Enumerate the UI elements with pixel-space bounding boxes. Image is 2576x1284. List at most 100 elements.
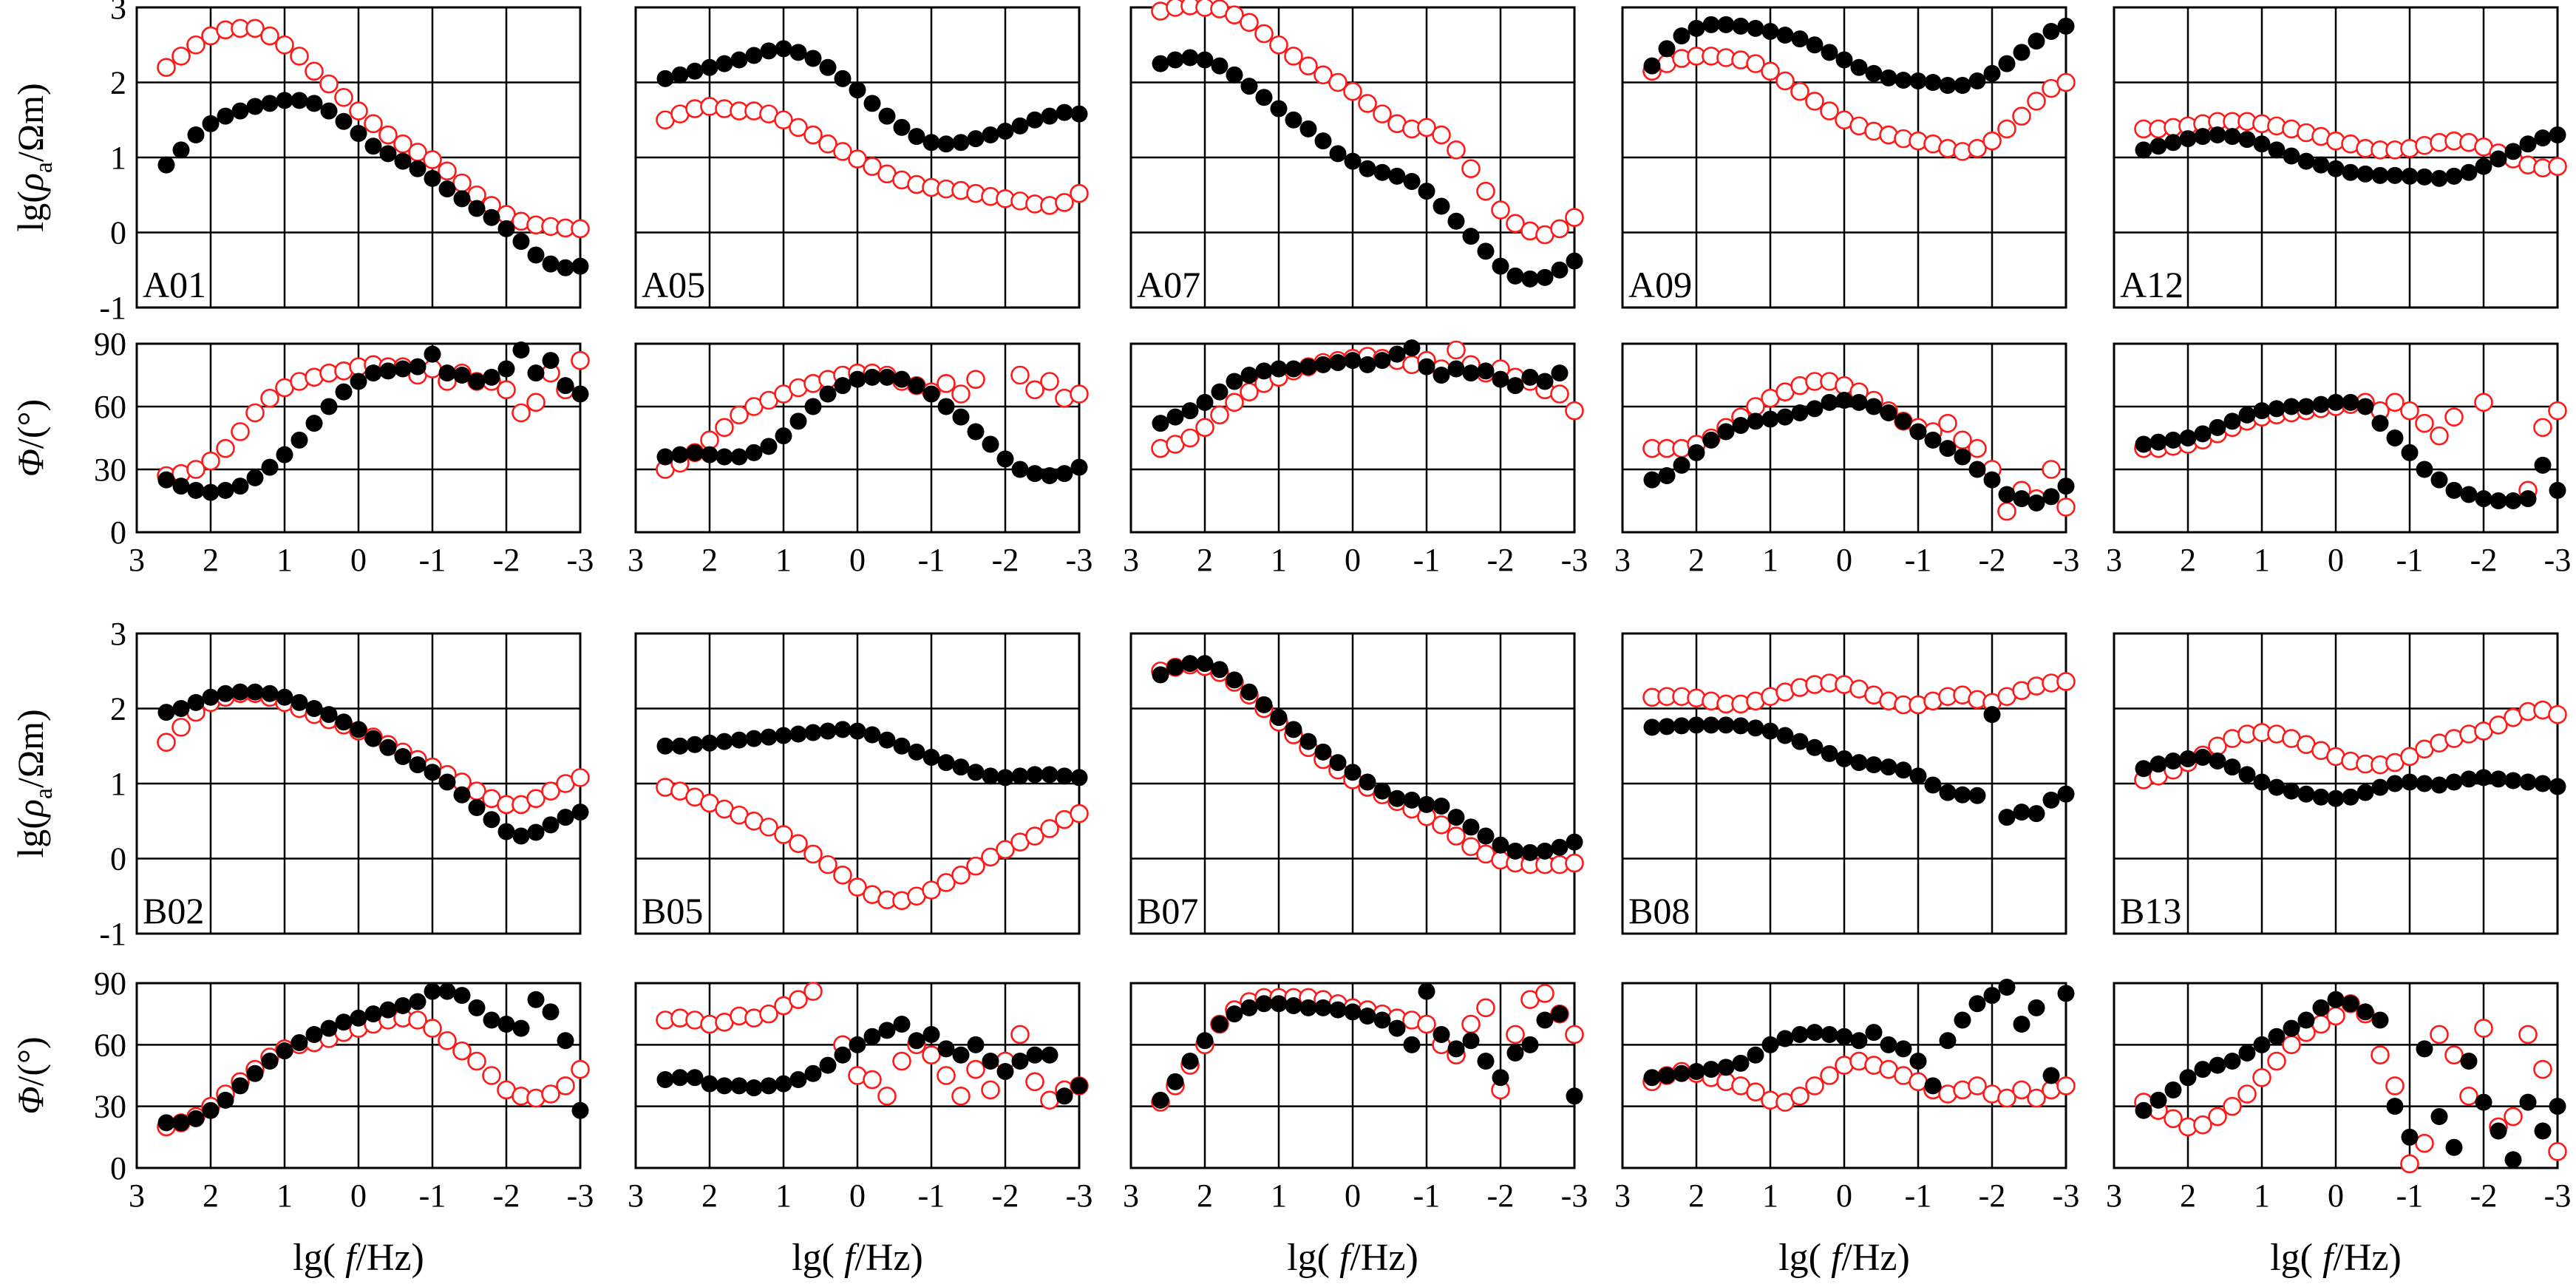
B13-phase-yx-point bbox=[2326, 1006, 2345, 1026]
A01-rho-xy-point bbox=[453, 190, 471, 208]
A01-rho-xy-point bbox=[320, 102, 338, 120]
B13-phase-xy-point bbox=[2534, 1122, 2552, 1140]
x-tick-label: 1 bbox=[775, 1178, 792, 1214]
x-tick-label: -3 bbox=[2053, 1178, 2080, 1214]
B08-phase-xy-point bbox=[1821, 1025, 1838, 1043]
A12-phase-xy-point bbox=[2371, 415, 2389, 432]
B07-rho-xy-point bbox=[1166, 659, 1184, 676]
A12-phase-xy-point bbox=[2475, 490, 2492, 508]
B05-rho-xy-point bbox=[1070, 769, 1088, 787]
B07-phase-xy-point bbox=[1344, 1003, 1362, 1021]
A07-rho-yx-point bbox=[1373, 104, 1392, 123]
B02-rho-xy-point bbox=[542, 816, 560, 834]
x-tick-label: -2 bbox=[493, 542, 520, 578]
B02-phase-panel: 0 30 60 90 3 2 1 0 -1 -2 -3 bbox=[94, 965, 594, 1214]
A01-phase-xy-point bbox=[335, 383, 353, 401]
A07-phase-xy-point bbox=[1152, 415, 1169, 432]
B13-phase-xy-point bbox=[2416, 1040, 2433, 1058]
B02-rho-xy-point bbox=[394, 747, 412, 765]
B07-rho-xy-point bbox=[1359, 773, 1376, 791]
B05-rho-yx-point bbox=[966, 856, 985, 876]
B02-phase-xy-point bbox=[497, 1016, 515, 1033]
B07-phase-xy-point bbox=[1211, 1016, 1228, 1033]
A12-phase-xy-point bbox=[2297, 398, 2315, 415]
A12-rho-xy-point bbox=[2327, 160, 2345, 177]
A12-phase-xy-point bbox=[2312, 395, 2330, 413]
B05-phase-yx-point bbox=[892, 1051, 911, 1071]
x-tick-label: -1 bbox=[2396, 542, 2424, 578]
A01-phase-xy-point bbox=[157, 471, 175, 489]
A05-phase-xy-point bbox=[834, 377, 852, 395]
A09-phase-xy-point bbox=[1643, 471, 1661, 489]
A05-phase-xy-point bbox=[863, 368, 881, 386]
B08-phase-xy-point bbox=[1924, 1077, 1942, 1095]
B13-phase-yx-point bbox=[2474, 1019, 2493, 1038]
phase-axis-label: Φ/(°) bbox=[10, 1036, 51, 1114]
A09-phase-xy-point bbox=[1998, 486, 2016, 503]
B13-phase-yx-point bbox=[2267, 1051, 2286, 1071]
A05-rho-xy-point bbox=[937, 135, 955, 153]
x-tick-label: 0 bbox=[1345, 1178, 1361, 1214]
A07-phase-xy-point bbox=[1418, 358, 1435, 376]
A01-rho-xy-point bbox=[231, 102, 249, 120]
A05-phase-yx-point bbox=[1010, 365, 1030, 385]
B05-phase-yx-point bbox=[803, 982, 823, 1001]
B13-phase-xy-point bbox=[2549, 1098, 2566, 1115]
B05-rho-xy-point bbox=[701, 734, 718, 752]
x-tick-label: 1 bbox=[276, 1178, 293, 1214]
B08-rho-xy-point bbox=[1643, 719, 1661, 736]
B02-phase-xy-point bbox=[202, 1101, 220, 1119]
B05-rho-xy-point bbox=[804, 724, 822, 741]
x-tick-label: -3 bbox=[2544, 1178, 2572, 1214]
A12-rho-xy-point bbox=[2135, 141, 2152, 159]
B05-rho-xy-point bbox=[716, 733, 733, 750]
B08-phase-xy-point bbox=[1880, 1036, 1897, 1053]
phase-axis-label: Φ/(°) bbox=[10, 399, 51, 477]
A12-rho-xy-point bbox=[2534, 129, 2552, 147]
B02-rho-xy-point bbox=[172, 700, 190, 717]
y-tick-label: 0 bbox=[110, 841, 126, 877]
A12-rho-xy-point bbox=[2371, 166, 2389, 184]
site-label: A05 bbox=[642, 264, 705, 305]
A07-rho-yx-point bbox=[1491, 200, 1510, 220]
B07-rho-xy-point bbox=[1447, 809, 1465, 826]
A07-rho-xy-point bbox=[1255, 89, 1273, 106]
B08-phase-xy-point bbox=[1747, 1046, 1764, 1064]
A05-phase-xy-point bbox=[967, 423, 985, 441]
A12-phase-yx-point bbox=[2533, 418, 2552, 438]
B13-phase-yx-point bbox=[2193, 1115, 2212, 1135]
B13-rho-xy-point bbox=[2460, 770, 2478, 788]
A01-phase-xy-point bbox=[497, 360, 515, 378]
panel-frame bbox=[1129, 982, 1576, 1169]
B13-rho-xy-point bbox=[2534, 775, 2552, 792]
A05-phase-xy-point bbox=[730, 448, 748, 466]
A01-phase-xy-point bbox=[571, 385, 589, 403]
x-tick-label: 0 bbox=[350, 542, 367, 578]
B08-rho-xy-point bbox=[1998, 809, 2016, 826]
A05-phase-yx-point bbox=[715, 418, 734, 438]
A09-phase-xy-point bbox=[1732, 417, 1750, 434]
B13-phase-xy-point bbox=[2327, 991, 2345, 1008]
x-tick-label: 0 bbox=[2328, 542, 2344, 578]
B02-phase-xy-point bbox=[394, 997, 412, 1015]
B13-rho-yx-point bbox=[2489, 716, 2508, 735]
A12-rho-xy-point bbox=[2460, 163, 2478, 181]
A01-rho-xy-point bbox=[290, 92, 308, 109]
A01-phase-yx-point bbox=[245, 403, 265, 423]
B08-rho-xy-point bbox=[1702, 716, 1720, 734]
B02-rho-yx-point bbox=[541, 781, 560, 801]
B07-phase-xy-point bbox=[1462, 1032, 1480, 1050]
A01-phase-yx-point bbox=[186, 460, 205, 479]
A09-phase-yx-point bbox=[2056, 497, 2076, 517]
x-tick-label: 3 bbox=[628, 542, 644, 578]
B08-phase-yx-point bbox=[1968, 1076, 1987, 1096]
B08-rho-xy-point bbox=[2057, 785, 2075, 803]
A05-phase-xy-point bbox=[775, 427, 792, 445]
B13-phase-xy-point bbox=[2356, 1003, 2374, 1021]
A05-rho-xy-point bbox=[922, 134, 940, 152]
B13-rho-xy-point bbox=[2268, 778, 2286, 796]
A05-phase-xy-point bbox=[745, 444, 763, 461]
A09-rho-xy-point bbox=[1909, 72, 1927, 89]
B02-phase-yx-point bbox=[408, 1010, 427, 1030]
A01-rho-xy-point bbox=[527, 246, 545, 264]
